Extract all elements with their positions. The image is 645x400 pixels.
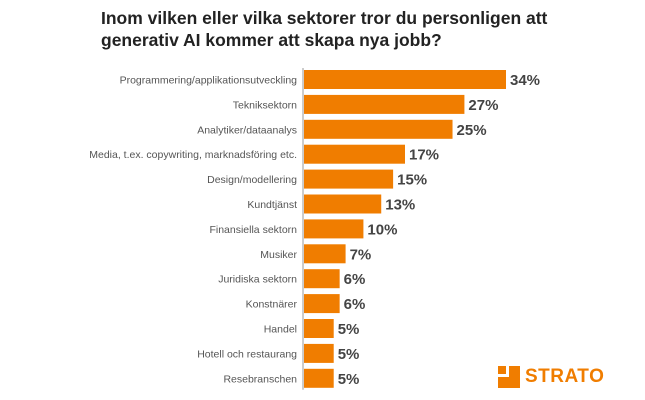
category-label: Hotell och restaurang: [197, 348, 297, 360]
value-label: 5%: [338, 321, 360, 338]
strato-logo-icon: [498, 366, 520, 388]
category-label: Kundtjänst: [247, 199, 297, 211]
value-label: 27%: [468, 97, 498, 114]
bar: [304, 194, 382, 214]
value-label: 6%: [344, 271, 366, 288]
value-label: 10%: [367, 221, 397, 238]
category-label: Tekniksektorn: [233, 99, 297, 111]
category-label: Design/modellering: [207, 174, 297, 186]
bar: [304, 319, 334, 338]
bar: [304, 144, 405, 164]
bar: [304, 70, 506, 89]
bar: [304, 219, 364, 239]
category-label: Finansiella sektorn: [209, 224, 297, 236]
category-label: Media, t.ex. copywriting, marknadsföring…: [89, 149, 297, 161]
value-label: 5%: [338, 371, 360, 388]
category-label: Resebranschen: [223, 373, 297, 385]
value-label: 6%: [344, 296, 366, 313]
category-label: Programmering/applikationsutveckling: [120, 75, 298, 87]
category-label: Juridiska sektorn: [218, 274, 297, 286]
value-label: 5%: [338, 346, 360, 363]
value-label: 25%: [457, 122, 487, 139]
value-label: 13%: [385, 197, 415, 214]
bar: [304, 94, 465, 114]
bar: [304, 269, 340, 289]
bar: [304, 368, 334, 388]
category-label: Musiker: [260, 249, 297, 261]
value-label: 17%: [409, 147, 439, 164]
bar: [304, 169, 394, 189]
bar: [304, 294, 340, 314]
category-label: Handel: [264, 324, 297, 336]
value-label: 34%: [510, 72, 540, 89]
bar: [304, 343, 334, 363]
value-label: 15%: [397, 172, 427, 189]
bar: [304, 244, 346, 264]
chart-title: Inom vilken eller vilka sektorer tror du…: [101, 8, 548, 50]
category-label: Konstnärer: [246, 299, 298, 311]
strato-logo: STRATO: [498, 364, 604, 390]
value-label: 7%: [350, 246, 372, 263]
bar: [304, 119, 453, 139]
strato-logo-text: STRATO: [525, 366, 605, 387]
category-label: Analytiker/dataanalys: [197, 124, 297, 136]
